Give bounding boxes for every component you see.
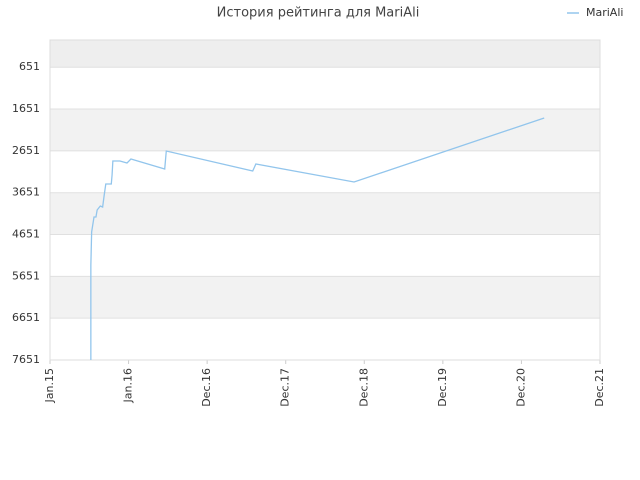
chart-title: История рейтинга для MariAli [217,6,420,21]
x-tick-label: Dec.20 [514,368,527,407]
x-tick-label: Dec.17 [279,368,292,407]
y-tick-label: 651 [19,60,40,73]
y-tick-label: 5651 [12,269,40,282]
legend-label: MariAli [586,6,623,19]
x-tick-label: Jan.15 [43,368,56,403]
x-tick-label: Dec.18 [357,368,370,407]
band [50,40,600,68]
line-series [90,117,545,360]
y-tick-label: 7651 [12,353,40,366]
y-tick-label: 6651 [12,311,40,324]
y-tick-label: 1651 [12,102,40,115]
y-tick-label: 2651 [12,144,40,157]
plot-border [49,39,601,361]
x-tick-label: Jan.16 [122,368,135,403]
y-tick-label: 3651 [12,186,40,199]
x-tick-label: Dec.16 [200,368,213,407]
band [50,109,600,151]
y-tick-label: 4651 [12,228,40,241]
band [50,276,600,319]
x-tick-label: Dec.21 [593,368,606,407]
band [50,192,600,235]
x-tick-label: Dec.19 [436,368,449,407]
